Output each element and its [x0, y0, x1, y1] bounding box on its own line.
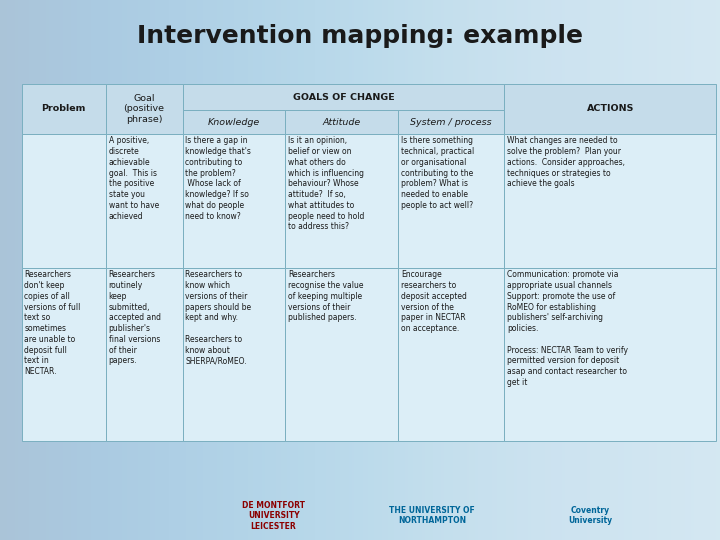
- Text: Knowledge: Knowledge: [207, 118, 260, 127]
- Bar: [182, 134, 285, 268]
- Bar: [22, 134, 106, 268]
- Bar: [22, 84, 106, 134]
- Text: Researchers to
know which
versions of their
papers should be
kept and why.

Rese: Researchers to know which versions of th…: [185, 271, 251, 366]
- Bar: [106, 134, 182, 268]
- Bar: [398, 268, 504, 441]
- Bar: [504, 134, 716, 268]
- Bar: [182, 268, 285, 441]
- Bar: [182, 111, 285, 134]
- Bar: [106, 268, 182, 441]
- Bar: [398, 111, 504, 134]
- Bar: [182, 84, 504, 111]
- Bar: [504, 268, 716, 441]
- Text: Is there something
technical, practical
or organisational
contributing to the
pr: Is there something technical, practical …: [401, 137, 474, 210]
- Bar: [106, 84, 182, 134]
- Bar: [398, 134, 504, 268]
- Bar: [285, 134, 398, 268]
- Text: ACTIONS: ACTIONS: [587, 104, 634, 113]
- Text: Problem: Problem: [42, 104, 86, 113]
- Text: Is there a gap in
knowledge that's
contributing to
the problem?
 Whose lack of
k: Is there a gap in knowledge that's contr…: [185, 137, 251, 221]
- Bar: [22, 268, 106, 441]
- Text: GOALS OF CHANGE: GOALS OF CHANGE: [292, 92, 395, 102]
- Text: Researchers
don't keep
copies of all
versions of full
text so
sometimes
are unab: Researchers don't keep copies of all ver…: [24, 271, 81, 376]
- Text: THE UNIVERSITY OF
NORTHAMPTON: THE UNIVERSITY OF NORTHAMPTON: [389, 506, 475, 525]
- Text: What changes are needed to
solve the problem?  Plan your
actions.  Consider appr: What changes are needed to solve the pro…: [507, 137, 625, 188]
- Text: Attitude: Attitude: [323, 118, 361, 127]
- Text: Intervention mapping: example: Intervention mapping: example: [137, 24, 583, 48]
- Text: Is it an opinion,
belief or view on
what others do
which is influencing
behaviou: Is it an opinion, belief or view on what…: [288, 137, 364, 232]
- Text: A positive,
discrete
achievable
goal.  This is
the positive
state you
want to ha: A positive, discrete achievable goal. Th…: [109, 137, 159, 221]
- Text: Researchers
routinely
keep
submitted,
accepted and
publisher's
final versions
of: Researchers routinely keep submitted, ac…: [109, 271, 161, 366]
- Text: Goal
(positive
phrase): Goal (positive phrase): [124, 94, 165, 124]
- Text: Coventry
University: Coventry University: [568, 506, 613, 525]
- Text: Researchers
recognise the value
of keeping multiple
versions of their
published : Researchers recognise the value of keepi…: [288, 271, 364, 322]
- Bar: [285, 268, 398, 441]
- Text: DE MONTFORT
UNIVERSITY
LEICESTER: DE MONTFORT UNIVERSITY LEICESTER: [242, 501, 305, 531]
- Text: Communication: promote via
appropriate usual channels
Support: promote the use o: Communication: promote via appropriate u…: [507, 271, 628, 387]
- Bar: [285, 111, 398, 134]
- Bar: [504, 84, 716, 134]
- Text: System / process: System / process: [410, 118, 492, 127]
- Text: Encourage
researchers to
deposit accepted
version of the
paper in NECTAR
on acce: Encourage researchers to deposit accepte…: [401, 271, 467, 333]
